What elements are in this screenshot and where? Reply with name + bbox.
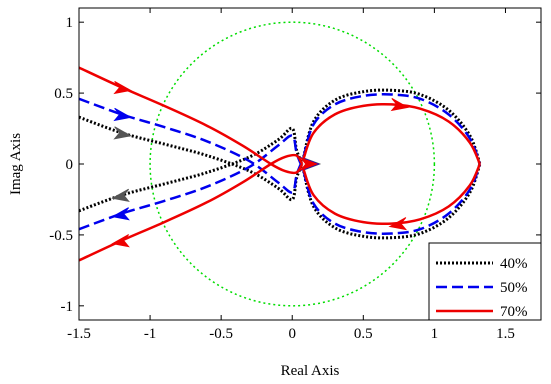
y-tick-label: -0.5 [49, 228, 73, 244]
x-tick-label: -1.5 [67, 326, 91, 342]
series-2-upper-branch [79, 97, 302, 194]
x-tick-label: 0 [288, 326, 296, 342]
legend-label: 70% [500, 304, 528, 320]
series-3-arrow [390, 98, 410, 112]
legend-label: 40% [500, 256, 528, 272]
series-2-upper-lobe [302, 93, 482, 165]
y-tick-label: 1 [66, 15, 74, 31]
series-1-upper-lobe [302, 88, 482, 165]
series-3-upper-branch [79, 66, 304, 175]
series-3-lower-branch [79, 153, 304, 262]
series-3-lower-lobe [302, 163, 482, 226]
legend: 40% 50% 70% [428, 242, 542, 321]
y-axis-title: Imag Axis [8, 133, 24, 195]
curves-layer [79, 21, 482, 307]
x-tick-label: 1 [431, 326, 439, 342]
ticks-layer: -1.5 -1 -0.5 0 0.5 1 1.5 -1 -0.5 0 0.5 1 [49, 8, 541, 342]
series-2-arrow [113, 107, 133, 122]
x-tick-label: 1.5 [496, 326, 515, 342]
series-3-arrow [113, 80, 133, 95]
series-2-arrow [111, 207, 130, 221]
y-tick-label: 0.5 [54, 86, 73, 102]
series-3-arrow [299, 156, 319, 172]
x-tick-label: -0.5 [209, 326, 233, 342]
series-3-arrow [388, 217, 408, 231]
series-3-arrow [111, 234, 130, 248]
legend-box [428, 242, 542, 321]
x-tick-label: 0.5 [354, 326, 373, 342]
series-1-arrow [113, 126, 133, 140]
series-1-arrow [111, 188, 130, 202]
legend-label: 50% [500, 280, 528, 296]
unit-circle [149, 21, 436, 307]
y-tick-label: -1 [61, 299, 74, 315]
x-axis-title: Real Axis [281, 363, 340, 379]
series-3-upper-lobe [302, 102, 482, 165]
series-2-lower-lobe [302, 163, 482, 235]
y-tick-label: 0 [66, 157, 74, 173]
series-1-lower-lobe [302, 163, 482, 240]
series-2-lower-branch [79, 134, 302, 231]
x-tick-label: -1 [144, 326, 157, 342]
